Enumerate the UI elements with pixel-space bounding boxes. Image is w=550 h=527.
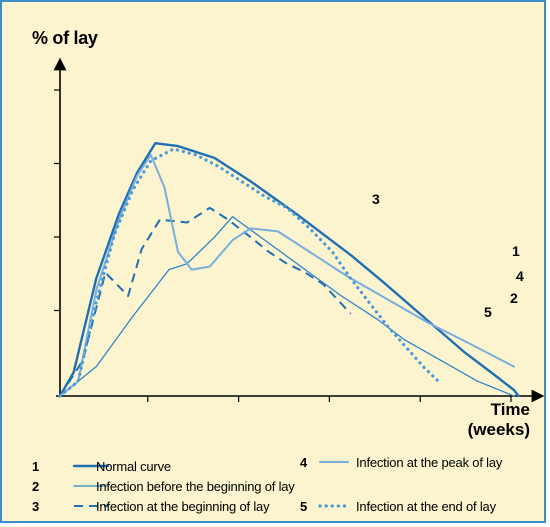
legend-text-1: Normal curve [96, 458, 171, 474]
series-layer [58, 142, 520, 398]
legend-text-2: Infection before the beginning of lay [96, 478, 295, 494]
x-axis-title: Time (weeks) [468, 400, 530, 440]
end-label-3: 3 [372, 191, 380, 207]
series-line-5 [58, 147, 443, 398]
legend-num-3: 3 [32, 498, 40, 514]
x-axis-title-line2: (weeks) [467, 420, 530, 439]
legend-text-5: Infection at the end of lay [356, 498, 496, 514]
end-label-2: 2 [510, 290, 518, 306]
x-axis-title-line1: Time [490, 400, 530, 419]
series-line-4 [59, 153, 515, 397]
legend-num-4: 4 [300, 454, 308, 470]
legend-num-2: 2 [32, 478, 40, 494]
y-axis-title: % of lay [32, 28, 98, 48]
legend-swatches [72, 461, 350, 508]
series-line-2 [59, 216, 515, 397]
legend-num-1: 1 [32, 458, 40, 474]
legend-item-4: 4 Infection at the peak of lay [300, 452, 502, 472]
series-line-1 [58, 142, 520, 398]
legend-item-3: 3 Infection at the beginning of lay [32, 496, 270, 516]
axes [53, 57, 545, 403]
legend-num-5: 5 [300, 498, 308, 514]
end-label-4: 4 [516, 268, 524, 284]
end-label-1: 1 [512, 243, 520, 259]
series-line-3 [59, 206, 352, 397]
legend-item-5: 5 Infection at the end of lay [300, 496, 496, 516]
legend-text-4: Infection at the peak of lay [356, 454, 503, 470]
end-label-5: 5 [484, 304, 492, 320]
legend-item-2: 2 Infection before the beginning of lay [32, 476, 295, 496]
legend-item-1: 1 Normal curve [32, 456, 171, 476]
legend-text-3: Infection at the beginning of lay [96, 498, 270, 514]
